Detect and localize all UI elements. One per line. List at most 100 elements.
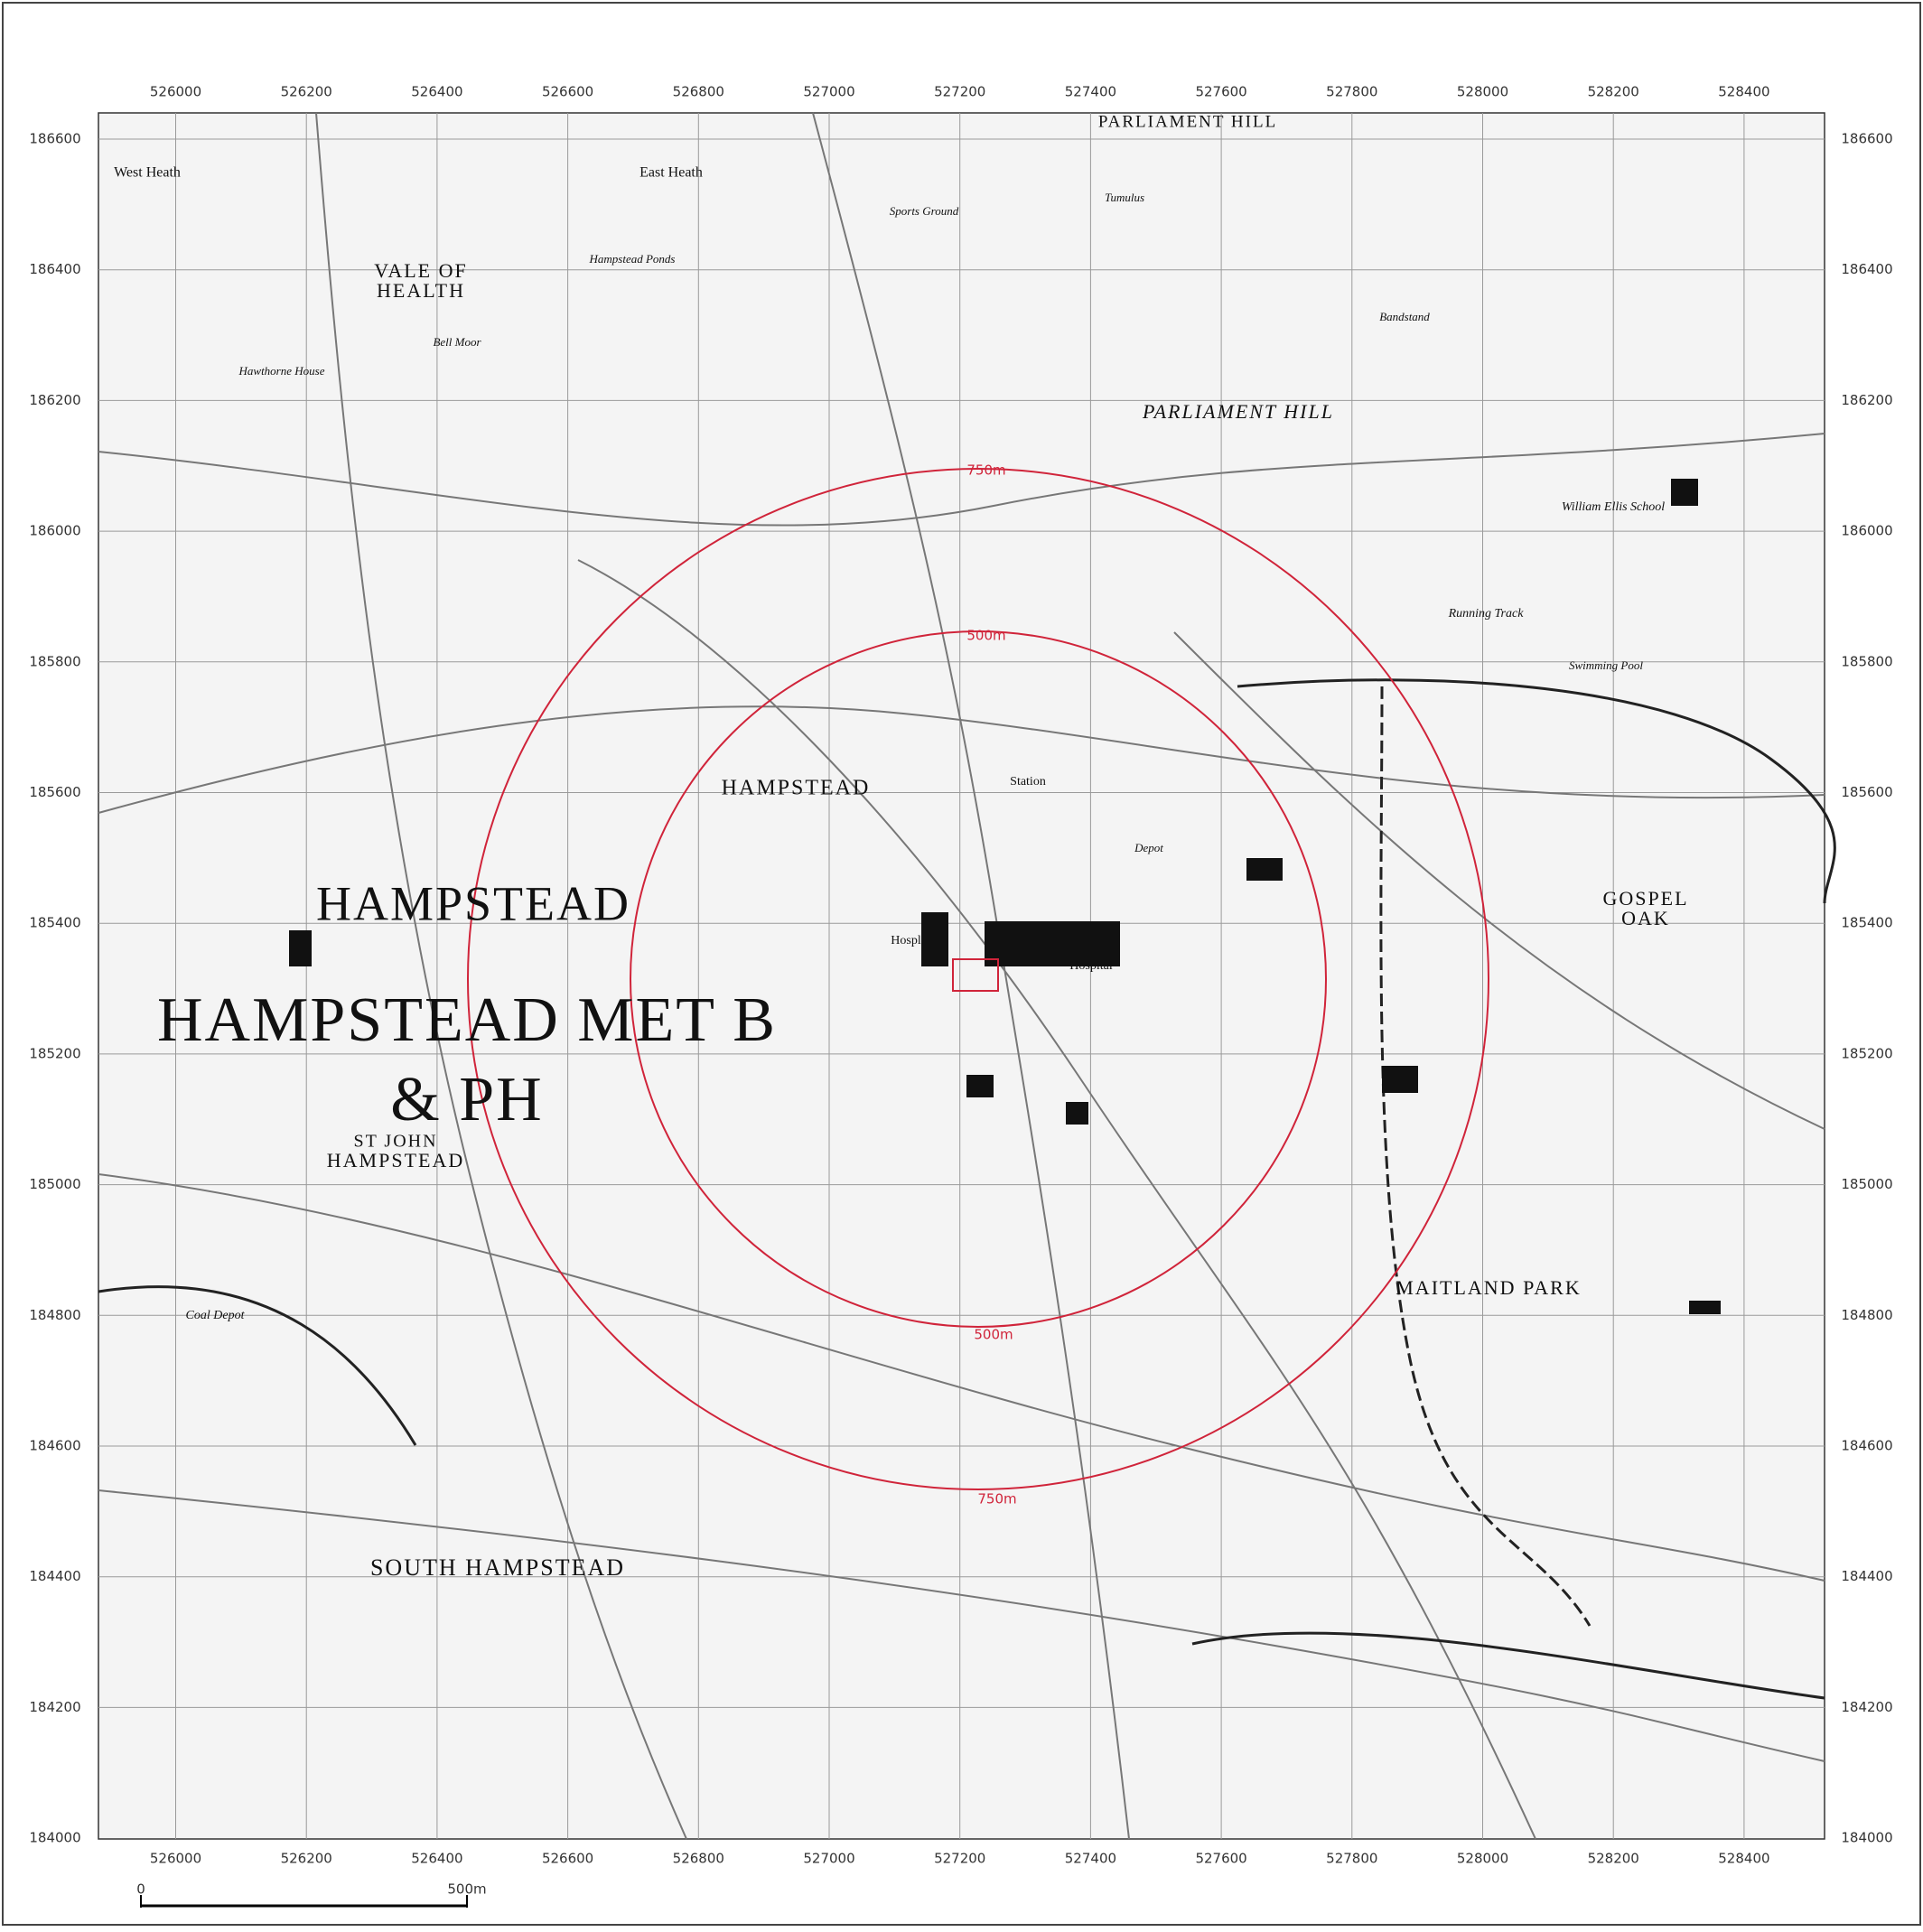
street	[98, 1489, 1825, 1762]
place-label: Swimming Pool	[1569, 658, 1643, 672]
easting-label: 528400	[1718, 1851, 1769, 1867]
street	[1173, 631, 1825, 1130]
building	[1066, 1102, 1088, 1125]
easting-label: 527400	[1065, 1851, 1116, 1867]
northing-label: 184400	[29, 1568, 80, 1584]
northing-label: 185600	[29, 784, 80, 800]
northing-label: 184600	[1841, 1438, 1892, 1454]
easting-label: 526000	[150, 1851, 201, 1867]
northing-label: 184200	[1841, 1699, 1892, 1715]
buffer-label: 500m	[966, 628, 1005, 644]
easting-label: 528000	[1457, 1851, 1508, 1867]
easting-label: 526600	[542, 84, 593, 100]
place-label: HAMPSTEAD	[327, 1149, 464, 1171]
place-label: Coal Depot	[186, 1309, 246, 1322]
northing-label: 186600	[29, 131, 80, 147]
street	[98, 433, 1825, 527]
place-label: Tumulus	[1105, 191, 1144, 204]
buffer-circle	[630, 630, 1327, 1328]
northing-label: 186200	[1841, 392, 1892, 408]
easting-label: 526200	[281, 84, 332, 100]
easting-label: 527000	[803, 1851, 854, 1867]
map-frame	[98, 112, 1825, 1840]
easting-label: 526600	[542, 1851, 593, 1867]
place-label: Depot	[1134, 841, 1163, 854]
street	[315, 112, 687, 1840]
railway	[1237, 678, 1836, 904]
northing-label: 186400	[1841, 261, 1892, 277]
place-label: HAMPSTEAD	[316, 876, 630, 930]
place-label: GOSPEL	[1602, 887, 1688, 910]
place-label: Hampstead Ponds	[589, 252, 676, 266]
buffer-circle	[467, 468, 1489, 1490]
street	[98, 1173, 1825, 1582]
northing-label: 185800	[29, 653, 80, 669]
place-label: VALE OF	[374, 259, 467, 282]
buildings	[289, 479, 1721, 1314]
place-label: East Heath	[639, 165, 703, 181]
easting-label: 528400	[1718, 84, 1769, 100]
building	[1671, 479, 1698, 506]
easting-label: 526800	[673, 1851, 724, 1867]
northing-label: 185000	[1841, 1176, 1892, 1192]
railway	[98, 1285, 417, 1446]
northing-label: 185800	[1841, 653, 1892, 669]
place-label: & PH	[390, 1065, 543, 1134]
place-label: Sports Ground	[890, 204, 959, 218]
northing-label: 186000	[1841, 523, 1892, 539]
northing-label: 186200	[29, 392, 80, 408]
place-label: HAMPSTEAD	[722, 777, 871, 800]
place-label: Bandstand	[1379, 310, 1430, 323]
railway	[1379, 686, 1592, 1627]
place-label: Bell Moor	[433, 335, 481, 349]
place-label: OAK	[1621, 907, 1670, 929]
place-label: HEALTH	[377, 279, 465, 302]
building	[289, 930, 312, 966]
northing-label: 185200	[29, 1045, 80, 1061]
scale-bar-start: 0	[136, 1881, 145, 1898]
building	[985, 921, 1120, 966]
northing-label: 185000	[29, 1176, 80, 1192]
scale-bar-end-label: 500m	[447, 1881, 486, 1898]
easting-label: 527800	[1326, 84, 1377, 100]
northing-label: 184400	[1841, 1568, 1892, 1584]
place-label: William Ellis School	[1562, 500, 1665, 514]
place-label: Hospital	[1069, 959, 1113, 973]
easting-label: 527600	[1195, 84, 1246, 100]
place-label: West Heath	[114, 165, 181, 181]
buffer-label: 750m	[966, 462, 1005, 479]
easting-label: 528200	[1588, 84, 1639, 100]
easting-label: 526000	[150, 84, 201, 100]
easting-label: 527800	[1326, 1851, 1377, 1867]
easting-label: 526400	[411, 1851, 462, 1867]
place-label: Station	[1010, 775, 1046, 789]
place-label: Running Track	[1448, 607, 1525, 621]
buffer-label: 500m	[974, 1327, 1013, 1343]
northing-label: 185600	[1841, 784, 1892, 800]
place-label: Hawthorne House	[238, 364, 325, 378]
northing-label: 184600	[29, 1438, 80, 1454]
northing-label: 184800	[1841, 1307, 1892, 1323]
northing-label: 184000	[1841, 1830, 1892, 1846]
easting-label: 526200	[281, 1851, 332, 1867]
place-label: PARLIAMENT HILL	[1142, 400, 1334, 423]
street	[812, 112, 1130, 1840]
street	[577, 559, 1536, 1840]
labels: 526000 526000 526200 526200 526400 526400 5266…	[29, 84, 1892, 1867]
street	[98, 705, 1825, 814]
grid	[98, 113, 1825, 1839]
building	[966, 1075, 994, 1097]
easting-label: 527000	[803, 84, 854, 100]
northing-label: 185400	[1841, 915, 1892, 931]
place-label: HAMPSTEAD MET B	[157, 985, 777, 1055]
easting-label: 527600	[1195, 1851, 1246, 1867]
easting-label: 527200	[934, 84, 985, 100]
building	[1246, 858, 1283, 881]
streets	[98, 112, 1836, 1840]
place-label: PARLIAMENT HILL	[1098, 112, 1277, 131]
buffer-label: 750m	[977, 1491, 1016, 1507]
northing-label: 184800	[29, 1307, 80, 1323]
northing-label: 184000	[29, 1830, 80, 1846]
place-label: MAITLAND PARK	[1396, 1276, 1581, 1299]
